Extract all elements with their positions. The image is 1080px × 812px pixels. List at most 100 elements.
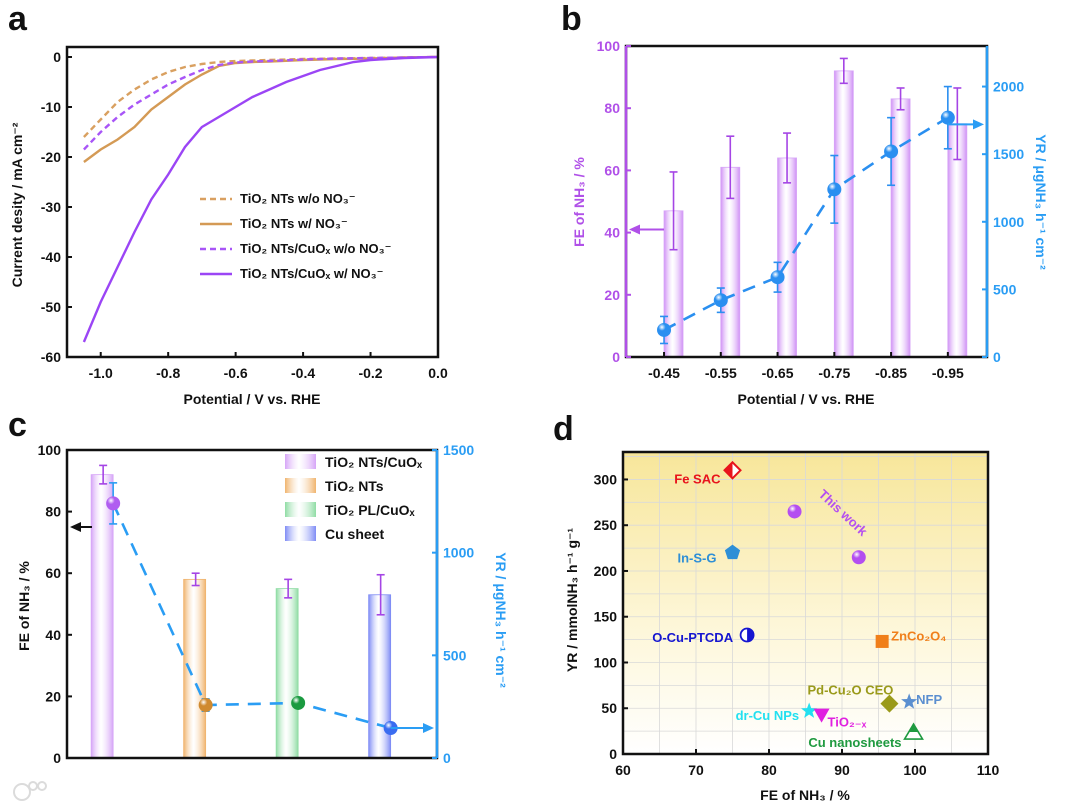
panel-b-xtick-label: -0.75	[818, 365, 850, 381]
panel-d-ytick-label: 50	[601, 700, 617, 716]
panel-b-left-ytick-label: 40	[604, 225, 620, 241]
panel-b-yr-point	[770, 270, 785, 285]
panel-b-xlabel: Potential / V vs. RHE	[738, 391, 875, 407]
panel-d-marker-sphere	[787, 504, 802, 519]
panel-b-fe-bar	[777, 157, 797, 358]
panel-d-xtick-label: 80	[761, 762, 777, 778]
panel-c-legend-swatch	[285, 526, 316, 541]
panel-b-left-ytick-label: 0	[612, 349, 620, 365]
panel-c-right-ytick-label: 1500	[443, 442, 474, 458]
panel-d-marker-star	[801, 702, 818, 718]
panel-a-ytick-label: -30	[41, 199, 61, 215]
panel-letter-b: b	[561, 0, 582, 38]
panel-d-xtick-label: 100	[903, 762, 927, 778]
panel-a-ylabel: Current desity / mA cm⁻²	[9, 122, 25, 287]
panel-d-marker-star	[901, 693, 918, 709]
panel-c-left-ytick-label: 40	[45, 627, 61, 643]
panel-d-ytick-label: 250	[594, 517, 618, 533]
panel-d-point-label: NFP	[916, 692, 942, 707]
panel-d-marker-half-diamond-fill	[724, 462, 733, 479]
panel-d-ytick-label: 100	[594, 654, 618, 670]
panel-letter-d: d	[553, 410, 574, 448]
panel-c-fe-bar	[275, 588, 299, 759]
panel-b-yr-point	[884, 144, 899, 159]
panel-c-left-ytick-label: 80	[45, 504, 61, 520]
panel-d-marker-diamond	[880, 694, 899, 713]
panel-c-yr-arrow-head	[423, 723, 434, 734]
watermark-circle	[13, 783, 31, 801]
panel-d-xtick-label: 70	[688, 762, 704, 778]
panel-c-yr-point	[291, 695, 306, 710]
panel-c-right-ytick-label: 1000	[443, 545, 474, 561]
panel-a-frame	[65, 45, 440, 359]
panel-d-marker-pentagon	[724, 544, 741, 560]
panel-b-yr-line	[663, 116, 949, 332]
panel-d-point-label: dr-Cu NPs	[736, 708, 800, 723]
panel-b-left-ytick-label: 100	[597, 38, 621, 54]
panel-c-left-ytick-label: 60	[45, 565, 61, 581]
panel-c-left-ytick-label: 20	[45, 688, 61, 704]
panel-b-fe-bar	[890, 98, 911, 358]
panel-b-right-ytick-label: 0	[993, 349, 1001, 365]
panel-a-legend-label: TiO₂ NTs w/ NO₃⁻	[240, 216, 348, 231]
panel-d-ytick-label: 0	[609, 746, 617, 762]
panel-c-legend-label: TiO₂ NTs	[325, 478, 384, 494]
panel-c-right-ytick-label: 0	[443, 750, 451, 766]
panel-a-xtick-label: -0.6	[224, 365, 248, 381]
panel-d-point-label: Fe SAC	[674, 471, 721, 486]
panel-b-left-ytick-label: 80	[604, 100, 620, 116]
panel-a-legend-label: TiO₂ NTs/CuOₓ w/o NO₃⁻	[240, 241, 392, 256]
panel-d-xtick-label: 90	[834, 762, 850, 778]
panel-c-legend-swatch	[285, 478, 316, 493]
panel-a-xtick-label: -0.4	[291, 365, 315, 381]
panel-b-right-ytick-label: 1500	[993, 146, 1024, 162]
panel-c-legend-label: TiO₂ PL/CuOₓ	[325, 502, 416, 518]
panel-d-marker-sphere	[851, 550, 866, 565]
watermark-circle	[37, 781, 47, 791]
panel-a-ytick-label: -50	[41, 299, 61, 315]
panel-d-frame	[621, 450, 990, 756]
panel-c-fe-bar	[90, 474, 114, 759]
panel-c-yr-line	[111, 502, 391, 730]
panel-c-fe-bar	[183, 578, 207, 759]
panel-b-yr-point	[657, 322, 672, 337]
panel-b-xtick-label: -0.65	[762, 365, 794, 381]
panel-d-ytick-label: 200	[594, 563, 618, 579]
panel-a-ytick-label: -60	[41, 349, 61, 365]
panel-c-legend-label: TiO₂ NTs/CuOₓ	[325, 454, 423, 470]
panel-c-legend-label: Cu sheet	[325, 526, 384, 542]
watermark-logo	[13, 781, 47, 801]
panel-d-ylabel: YR / mmolNH₃ h⁻¹ g⁻¹	[564, 528, 580, 672]
panel-d-xtick-label: 110	[977, 762, 1000, 778]
panel-a-ytick-label: -10	[41, 99, 61, 115]
panel-d-point-label: O-Cu-PTCDA	[652, 630, 733, 645]
panel-a-xtick-label: 0.0	[428, 365, 448, 381]
panel-b-yr-arrow-head	[973, 119, 984, 130]
panel-a-xtick-label: -0.8	[156, 365, 180, 381]
panel-a-series-line	[83, 55, 439, 151]
panel-c-fe-arrow-head	[70, 522, 81, 532]
panel-b-xtick-label: -0.95	[932, 365, 964, 381]
panel-a-legend-label: TiO₂ NTs w/o NO₃⁻	[240, 191, 356, 206]
panel-d-point-label: Pd-Cu₂O CEO	[807, 683, 893, 698]
panel-a-legend-label: TiO₂ NTs/CuOₓ w/ NO₃⁻	[240, 266, 384, 281]
panel-b-xtick-label: -0.85	[875, 365, 907, 381]
panel-d-point-label: TiO₂₋ₓ	[828, 715, 867, 730]
panel-b-fe-bar	[833, 70, 854, 358]
panel-c-ylabel-right: YR / μgNH₃ h⁻¹ cm⁻²	[493, 552, 509, 688]
panel-b-xtick-label: -0.45	[648, 365, 680, 381]
panel-d-xtick-label: 60	[615, 762, 631, 778]
panel-a-xtick-label: -0.2	[358, 365, 382, 381]
panel-b-left-ytick-label: 60	[604, 162, 620, 178]
panel-letter-c: c	[8, 406, 27, 444]
panel-b-ylabel-left: FE of NH₃ / %	[571, 157, 587, 247]
panel-b-yr-point	[713, 293, 728, 308]
panel-d-xlabel: FE of NH₃ / %	[760, 787, 850, 803]
panel-c-left-ytick-label: 100	[38, 442, 62, 458]
panel-d-marker-triangle-down	[813, 708, 830, 723]
panel-a-xtick-label: -1.0	[89, 365, 113, 381]
panel-b-right-ytick-label: 2000	[993, 79, 1024, 95]
panel-d-marker-triangle-half-fill	[908, 724, 919, 733]
panel-c-right-ytick-label: 500	[443, 647, 467, 663]
